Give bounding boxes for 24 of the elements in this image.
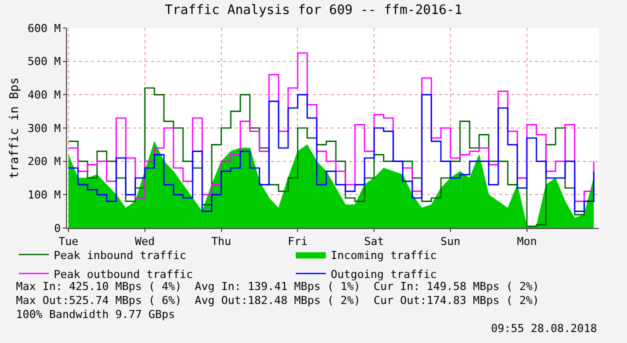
y-tick-label: 300 M	[28, 122, 62, 135]
y-tick-label: 400 M	[28, 88, 62, 102]
y-tick-label: 500 M	[28, 55, 62, 68]
legend-label: Peak inbound traffic	[54, 248, 186, 262]
x-tick-label: Thu	[211, 235, 232, 248]
chart-title: Traffic Analysis for 609 -- ffm-2016-1	[164, 3, 462, 18]
text: Max Out:525.74 MBps ( 6%) Avg Out:182.48 MBps ( 2%) Cur Out:174.83 MBps ( 2%)	[16, 294, 540, 307]
x-tick-label: Sun	[440, 235, 460, 248]
y-tick-label: 100 M	[28, 188, 62, 202]
y-axis-title: traffic in Bps	[6, 77, 21, 179]
y-tick-label: 200 M	[28, 155, 62, 168]
x-tick-label: Wed	[134, 235, 155, 248]
legend-label: Outgoing traffic	[330, 268, 437, 281]
x-tick-label: Tue	[58, 235, 78, 248]
x-tick-label: Fri	[288, 235, 308, 248]
text: Max In: 425.10 MBps ( 4%) Avg In: 139.41 MBps ( 1%) Cur In: 149.58 MBps ( 2%)	[16, 280, 540, 293]
y-tick-label: 0	[54, 222, 61, 235]
legend-label: Peak outbound traffic	[54, 268, 193, 281]
x-tick-label: Sat	[364, 235, 384, 248]
text: 09:55 28.08.2018	[491, 322, 597, 335]
x-tick-label: Mon	[516, 235, 537, 248]
text: 100% Bandwidth 9.77 GBps	[16, 308, 175, 321]
y-tick-label: 600 M	[28, 22, 62, 35]
legend-label: Incoming traffic	[330, 248, 437, 262]
